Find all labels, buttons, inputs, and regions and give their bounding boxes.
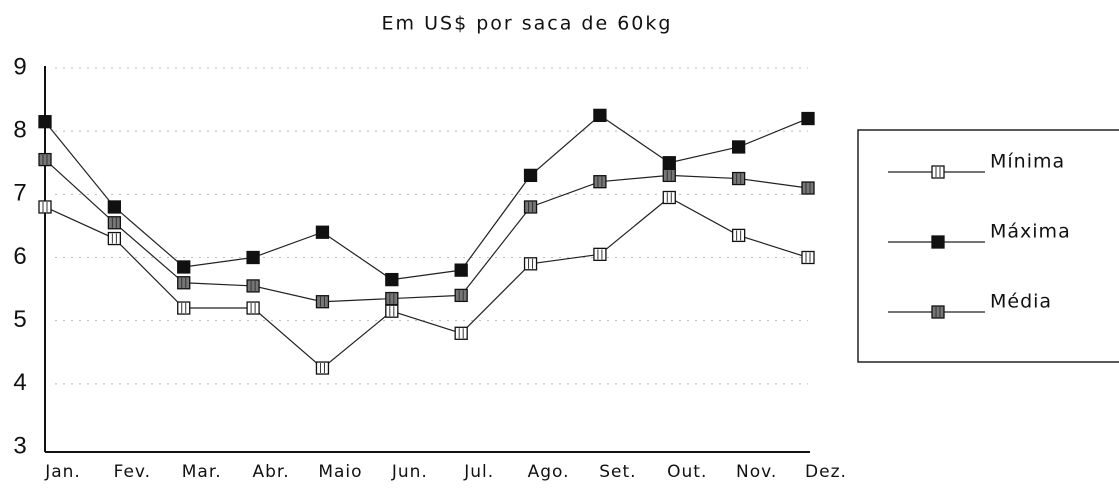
data-point — [315, 295, 330, 309]
data-point — [731, 171, 746, 186]
x-tick-label: Jan. — [44, 462, 81, 482]
x-tick-label: Mar. — [182, 462, 222, 482]
x-tick-label: Jun. — [391, 462, 428, 482]
data-point — [593, 175, 607, 189]
legend-marker — [931, 305, 945, 319]
data-point — [177, 276, 191, 290]
data-point — [731, 228, 746, 243]
data-point — [246, 301, 260, 315]
series-line — [44, 196, 809, 369]
data-point — [454, 326, 468, 340]
data-point — [246, 279, 260, 293]
x-tick-label: Set. — [599, 462, 636, 482]
data-point — [38, 115, 52, 129]
x-tick-label: Jul. — [463, 462, 494, 482]
data-point — [38, 200, 52, 214]
data-point — [177, 301, 191, 315]
data-point — [315, 361, 330, 375]
y-tick-label: 4 — [13, 369, 26, 396]
data-point — [38, 152, 52, 167]
x-tick-label: Dez. — [805, 462, 847, 482]
y-tick-label: 3 — [13, 432, 26, 459]
x-tick-label: Maio — [318, 462, 362, 482]
data-point — [523, 257, 538, 271]
data-point — [801, 181, 815, 195]
legend-marker — [931, 235, 945, 249]
data-point — [523, 200, 538, 214]
x-tick-label: Ago. — [528, 462, 570, 482]
data-point — [107, 216, 122, 230]
data-point — [593, 247, 607, 261]
legend-marker — [931, 165, 945, 179]
data-point — [662, 190, 676, 205]
y-tick-label: 7 — [13, 180, 26, 207]
x-tick-label: Fev. — [114, 462, 151, 482]
data-point — [731, 140, 746, 154]
data-point — [246, 250, 260, 265]
data-point — [593, 108, 607, 123]
data-point — [801, 111, 815, 126]
data-point — [454, 288, 468, 303]
data-point — [385, 291, 399, 306]
data-point — [107, 231, 122, 246]
data-point — [315, 225, 330, 239]
data-point — [454, 263, 468, 277]
series-line — [44, 114, 809, 281]
x-tick-label: Abr. — [252, 462, 289, 482]
series-line — [44, 159, 809, 303]
data-point — [662, 168, 676, 183]
legend-label: Média — [990, 291, 1052, 313]
data-point — [107, 200, 122, 214]
y-tick-label: 8 — [13, 117, 26, 144]
data-point — [385, 304, 399, 318]
chart-title: Em US$ por saca de 60kg — [382, 13, 673, 35]
legend-label: Mínima — [990, 151, 1065, 173]
data-point — [662, 156, 676, 170]
y-tick-label: 5 — [13, 306, 26, 333]
data-point — [177, 260, 191, 274]
legend-label: Máxima — [990, 221, 1071, 243]
data-point — [523, 168, 538, 183]
x-tick-label: Out. — [667, 462, 707, 482]
x-tick-label: Nov. — [736, 462, 777, 482]
y-tick-label: 6 — [13, 243, 26, 270]
data-point — [801, 250, 815, 265]
y-tick-label: 9 — [13, 53, 26, 80]
data-point — [385, 272, 399, 287]
legend-box — [857, 129, 1119, 363]
